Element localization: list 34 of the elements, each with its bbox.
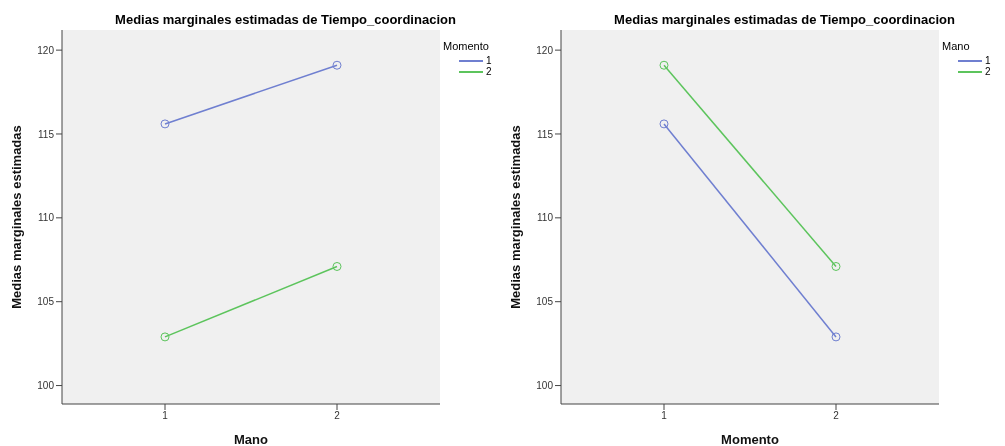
legend-title: Momento [443,40,490,52]
chart-title: Medias marginales estimadas de Tiempo_coordinacion [114,12,457,27]
y-tick-label: 115 [537,128,554,140]
point [332,261,342,271]
y-tick-label: 105 [536,296,554,308]
y-tick-label: 120 [536,44,554,56]
legend-title: Mano [942,40,971,52]
y-tick-label: 120 [37,44,55,56]
y-tick-label: 105 [37,296,55,308]
chart-title: Medias marginales estimadas de Tiempo_coordinacion [613,12,956,27]
x-tick-label: 2 [833,410,840,422]
point [831,332,841,342]
x-axis-title: Mano [234,432,269,446]
y-tick-label: 115 [38,128,55,140]
legend-label: 2 [985,66,991,77]
point [160,119,170,129]
y-tick-label: 100 [536,380,554,392]
x-axis-title: Momento [721,432,779,446]
point [332,60,342,70]
point [160,332,170,342]
x-tick-label: 1 [661,410,668,422]
y-axis-title: Medias marginales estimadas [507,125,523,309]
point [659,60,669,70]
legend-label: 2 [486,66,492,77]
point [831,261,841,271]
y-axis-title: Medias marginales estimadas [8,125,24,309]
legend-label: 1 [486,55,492,66]
legend-label: 1 [985,55,991,66]
x-tick-label: 1 [162,410,169,422]
y-tick-label: 110 [38,212,55,224]
y-tick-label: 110 [537,212,554,224]
x-tick-label: 2 [334,410,341,422]
y-tick-label: 100 [37,380,55,392]
point [659,119,669,129]
